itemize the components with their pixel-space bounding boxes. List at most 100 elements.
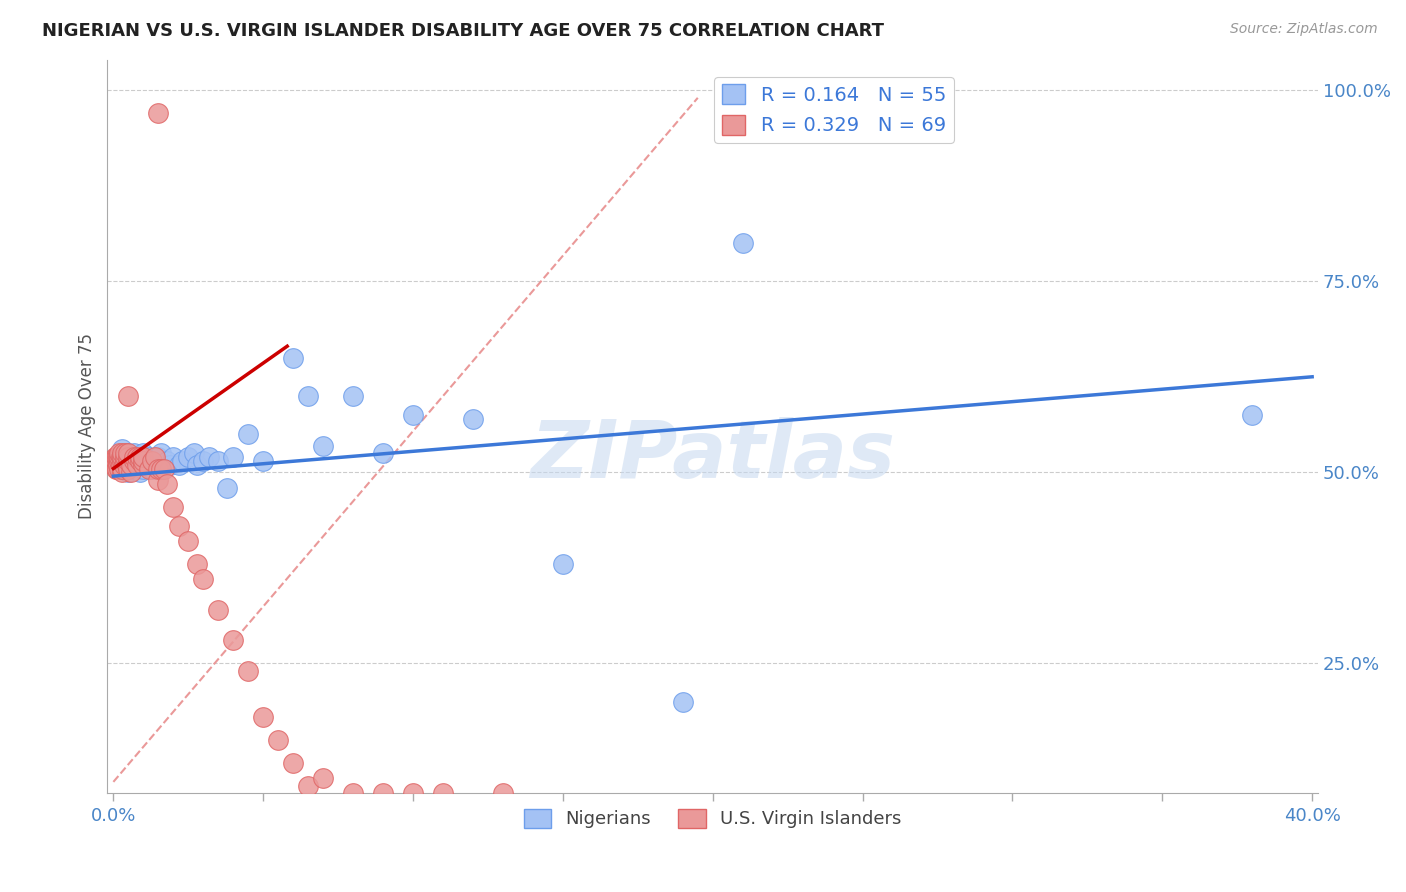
Point [1241,408,1264,422]
Point [117,454,139,468]
Point [312,439,335,453]
Point [127,461,149,475]
Point [110,458,132,472]
Point [183,446,205,460]
Point [432,786,454,800]
Point [222,450,245,464]
Point [111,446,134,460]
Point [108,454,131,468]
Point [162,450,184,464]
Point [124,458,146,472]
Point [153,458,176,472]
Point [117,461,139,475]
Point [297,389,319,403]
Point [105,454,128,468]
Point [117,446,139,460]
Text: ZIPatlas: ZIPatlas [530,417,896,495]
Point [132,461,155,475]
Point [111,454,134,468]
Point [141,454,163,468]
Point [148,450,170,464]
Point [283,756,305,770]
Point [252,454,274,468]
Point [177,450,200,464]
Point [342,389,364,403]
Point [267,732,290,747]
Point [217,481,239,495]
Point [342,786,364,800]
Point [138,458,160,472]
Point [127,450,149,464]
Point [132,450,155,464]
Point [111,466,134,480]
Point [143,458,166,472]
Point [112,458,135,472]
Point [207,454,229,468]
Point [402,786,425,800]
Point [111,461,134,475]
Point [162,500,184,514]
Point [105,461,128,475]
Point [461,412,484,426]
Point [222,633,245,648]
Point [150,461,173,475]
Point [312,771,335,785]
Point [111,450,134,464]
Point [207,603,229,617]
Point [177,534,200,549]
Point [120,461,142,475]
Point [129,450,152,464]
Y-axis label: Disability Age Over 75: Disability Age Over 75 [79,334,96,519]
Point [111,458,134,472]
Point [105,450,128,464]
Point [148,461,170,475]
Point [141,454,163,468]
Point [105,450,128,464]
Point [143,450,166,464]
Point [156,454,179,468]
Point [127,454,149,468]
Point [111,442,134,457]
Point [132,450,155,464]
Point [172,454,194,468]
Point [117,466,139,480]
Point [124,454,146,468]
Point [551,557,574,571]
Text: NIGERIAN VS U.S. VIRGIN ISLANDER DISABILITY AGE OVER 75 CORRELATION CHART: NIGERIAN VS U.S. VIRGIN ISLANDER DISABIL… [42,22,884,40]
Point [148,454,170,468]
Point [132,454,155,468]
Point [731,235,754,250]
Point [141,461,163,475]
Point [117,454,139,468]
Point [371,786,394,800]
Point [124,446,146,460]
Point [169,458,191,472]
Point [238,664,260,678]
Point [104,450,127,464]
Point [198,450,221,464]
Point [107,458,129,472]
Point [169,519,191,533]
Point [150,446,173,460]
Point [186,458,208,472]
Point [117,450,139,464]
Point [238,427,260,442]
Point [108,446,131,460]
Point [193,454,215,468]
Point [114,446,136,460]
Point [117,446,139,460]
Point [132,446,155,460]
Point [132,458,155,472]
Point [105,461,128,475]
Legend: Nigerians, U.S. Virgin Islanders: Nigerians, U.S. Virgin Islanders [517,802,908,836]
Point [104,454,127,468]
Point [110,450,132,464]
Point [153,461,176,475]
Point [159,458,181,472]
Point [132,454,155,468]
Point [156,476,179,491]
Point [127,458,149,472]
Point [120,466,142,480]
Point [124,450,146,464]
Point [108,450,131,464]
